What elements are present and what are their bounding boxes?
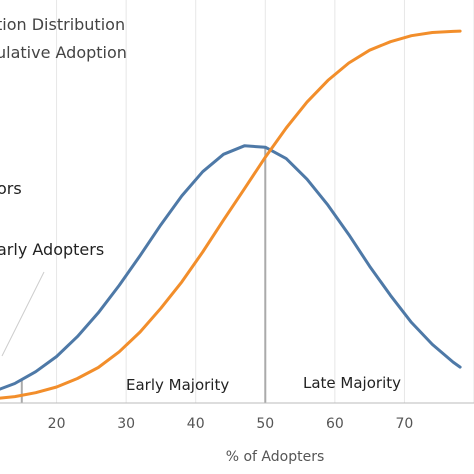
annotation-early-majority: Early Majority <box>126 376 229 394</box>
annotation-late-majority: Late Majority <box>303 374 401 392</box>
x-tick-label: 70 <box>396 416 414 432</box>
segment-markers <box>20 147 267 403</box>
annotation-leader-line <box>1 271 45 357</box>
annotation-innovators: ors <box>0 179 22 198</box>
series <box>0 29 462 400</box>
annotation-early-adopters: arly Adopters <box>0 240 104 259</box>
x-tick-label: 30 <box>117 416 135 432</box>
x-tick-label: 60 <box>326 416 344 432</box>
x-ticks: 20 30 40 50 60 70 <box>48 416 414 432</box>
legend-item-cumulative: ulative Adoption <box>0 43 127 62</box>
grid <box>56 0 474 403</box>
series-cumulative-line <box>0 29 462 400</box>
x-tick-label: 40 <box>187 416 205 432</box>
x-tick-label: 20 <box>48 416 66 432</box>
series-distribution-line <box>0 144 462 391</box>
x-tick-label: 50 <box>256 416 274 432</box>
x-axis-title: % of Adopters <box>226 449 325 465</box>
legend-item-distribution: tion Distribution <box>0 15 125 34</box>
